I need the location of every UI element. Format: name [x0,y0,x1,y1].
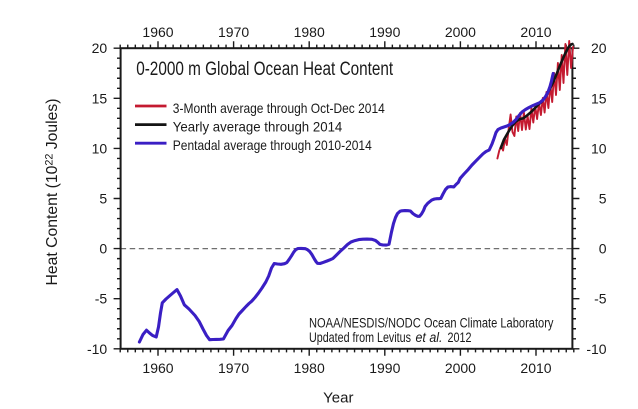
svg-text:5: 5 [99,191,107,207]
svg-text:-5: -5 [95,291,108,307]
svg-text:2010: 2010 [520,360,551,376]
svg-text:1970: 1970 [218,24,249,40]
svg-text:10: 10 [591,140,607,156]
svg-text:3-Month average through Oct-De: 3-Month average through Oct-Dec 2014 [173,100,385,116]
svg-text:2010: 2010 [520,24,551,40]
svg-text:20: 20 [92,40,108,56]
svg-text:-10: -10 [586,341,606,357]
svg-text:Pentadal average through 2010-: Pentadal average through 2010-2014 [173,137,372,153]
svg-text:0-2000 m Global Ocean Heat Con: 0-2000 m Global Ocean Heat Content [136,59,394,80]
svg-text:1960: 1960 [142,360,173,376]
svg-text:15: 15 [92,90,108,106]
svg-text:5: 5 [599,191,607,207]
svg-text:NOAA/NESDIS/NODC Ocean Climate: NOAA/NESDIS/NODC Ocean Climate Laborator… [309,315,554,330]
svg-text:Yearly average through 2014: Yearly average through 2014 [173,119,343,135]
svg-text:10: 10 [92,140,108,156]
svg-text:Year: Year [323,390,353,404]
svg-text:2000: 2000 [445,24,476,40]
svg-text:1980: 1980 [294,360,325,376]
svg-text:-5: -5 [594,291,607,307]
svg-text:2000: 2000 [445,360,476,376]
svg-text:Updated from Levitus: Updated from Levitus [309,330,411,345]
svg-text:1990: 1990 [369,360,400,376]
svg-text:2012: 2012 [448,330,472,345]
svg-text:0: 0 [599,241,607,257]
svg-text:et al.: et al. [416,330,443,345]
svg-text:-10: -10 [87,341,107,357]
svg-text:0: 0 [99,241,107,257]
svg-text:15: 15 [591,90,607,106]
svg-text:1980: 1980 [294,24,325,40]
svg-text:1990: 1990 [369,24,400,40]
svg-text:1970: 1970 [218,360,249,376]
svg-text:Heat Content (1022 Joules): Heat Content (1022 Joules) [43,99,61,286]
svg-text:1960: 1960 [142,24,173,40]
svg-text:20: 20 [591,40,607,56]
